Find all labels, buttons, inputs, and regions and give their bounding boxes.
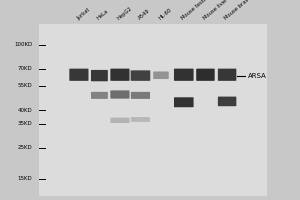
FancyBboxPatch shape bbox=[174, 97, 194, 107]
FancyBboxPatch shape bbox=[218, 69, 236, 81]
Text: ARSA: ARSA bbox=[248, 73, 266, 79]
FancyBboxPatch shape bbox=[110, 69, 130, 81]
Text: 25KD: 25KD bbox=[17, 145, 32, 150]
Text: Mouse brain: Mouse brain bbox=[224, 0, 252, 21]
Text: 35KD: 35KD bbox=[17, 121, 32, 126]
FancyBboxPatch shape bbox=[110, 90, 130, 99]
Text: A549: A549 bbox=[137, 8, 151, 21]
Text: HL-60: HL-60 bbox=[158, 7, 173, 21]
FancyBboxPatch shape bbox=[174, 69, 194, 81]
Text: HeLa: HeLa bbox=[96, 8, 110, 21]
FancyBboxPatch shape bbox=[110, 118, 130, 123]
FancyBboxPatch shape bbox=[131, 92, 150, 99]
Text: HepG2: HepG2 bbox=[117, 5, 134, 21]
FancyBboxPatch shape bbox=[196, 69, 215, 81]
Text: Mouse liver: Mouse liver bbox=[202, 0, 229, 21]
FancyBboxPatch shape bbox=[131, 117, 150, 122]
FancyBboxPatch shape bbox=[91, 92, 108, 99]
Text: Mouse testis: Mouse testis bbox=[181, 0, 209, 21]
FancyBboxPatch shape bbox=[218, 97, 236, 106]
Text: 15KD: 15KD bbox=[17, 176, 32, 181]
FancyBboxPatch shape bbox=[131, 70, 150, 81]
FancyBboxPatch shape bbox=[91, 70, 108, 81]
Text: Jurkat: Jurkat bbox=[76, 7, 91, 21]
FancyBboxPatch shape bbox=[69, 69, 88, 81]
Text: 40KD: 40KD bbox=[17, 108, 32, 112]
Text: 70KD: 70KD bbox=[17, 66, 32, 71]
Text: 100KD: 100KD bbox=[14, 42, 32, 47]
Text: 55KD: 55KD bbox=[17, 83, 32, 88]
FancyBboxPatch shape bbox=[153, 71, 169, 79]
